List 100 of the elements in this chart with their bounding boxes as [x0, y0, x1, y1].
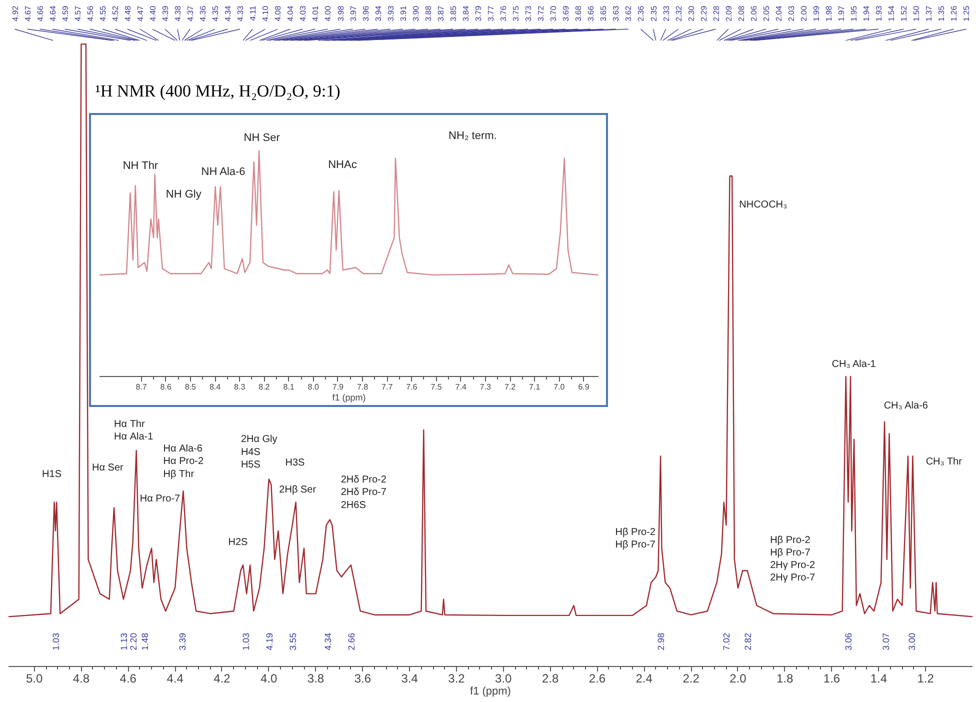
annotation: 4.36 — [198, 5, 208, 22]
annotation: 4.47 — [136, 5, 145, 22]
annotation: 2.00 — [799, 5, 808, 22]
annotation: 4.11 — [248, 5, 258, 21]
annotation: 4.40 — [148, 5, 158, 22]
x-tick-label: 7.8 — [356, 382, 369, 392]
annotation: 4.10 — [261, 5, 270, 22]
annotation: 3.87 — [436, 5, 446, 22]
x-tick-label: 4.0 — [260, 672, 278, 686]
annotation: 2.33 — [662, 5, 671, 22]
annotation: NHAc — [328, 159, 358, 172]
annotation: 4.48 — [123, 5, 132, 22]
annotation: 2.09 — [724, 5, 734, 22]
annotation: 2.28 — [712, 5, 721, 22]
x-axis-title: f1 (ppm) — [332, 392, 366, 402]
annotation: 4.52 — [110, 5, 120, 22]
annotation: 4.38 — [174, 5, 183, 22]
annotation: 2.03 — [786, 5, 796, 22]
annotation: H1S — [42, 468, 62, 480]
annotation: 1.26 — [950, 5, 959, 22]
annotation: 4.55 — [98, 5, 108, 22]
x-tick-label: 7.2 — [504, 382, 516, 392]
annotation: 1.54 — [887, 5, 896, 22]
annotation: NHCOCH₃ — [739, 199, 788, 210]
annotation: CH₃ Ala-6 — [884, 400, 928, 412]
x-tick-label: 4.2 — [214, 672, 231, 686]
x-tick-label: 3.2 — [448, 672, 466, 686]
annotation: 4.35 — [211, 5, 220, 22]
annotation: H2S — [228, 537, 248, 548]
annotation: 3.75 — [512, 5, 521, 22]
x-tick-label: 8.6 — [160, 382, 172, 392]
annotation: 3.72 — [536, 5, 546, 22]
annotation: 3.68 — [574, 5, 584, 22]
annotation: 3.76 — [499, 5, 508, 22]
annotation: 4.56 — [86, 5, 95, 22]
annotation: 1.03 — [50, 632, 61, 650]
x-tick-label: 4.6 — [120, 672, 137, 686]
annotation: Hα Ser — [92, 462, 124, 474]
annotation: 3.77 — [486, 5, 496, 22]
annotation: 1.94 — [862, 5, 872, 22]
x-tick-label: 8.3 — [234, 382, 246, 392]
x-tick-label: 1.4 — [870, 672, 888, 686]
annotation: 4.59 — [60, 5, 70, 22]
annotation: 1.35 — [937, 5, 946, 22]
annotation: 4.04 — [286, 5, 296, 22]
x-tick-label: 2.8 — [542, 672, 559, 686]
annotation: 3.39 — [178, 632, 188, 650]
annotation: NH Ala-6 — [201, 166, 246, 178]
x-tick-label: 6.9 — [578, 382, 590, 392]
annotation: Hα Pro-7 — [140, 494, 181, 505]
annotation: 1.52 — [900, 5, 909, 22]
annotation: 3.06 — [844, 632, 854, 650]
x-tick-label: 4.8 — [72, 672, 90, 686]
x-tick-label: 8.7 — [136, 382, 148, 392]
annotation: 1.13 — [118, 632, 129, 650]
annotation: 4.39 — [160, 5, 170, 22]
annotation: 7.02 — [722, 632, 732, 650]
annotation: NH Gly — [166, 188, 202, 200]
annotation: 4.34 — [322, 632, 333, 650]
x-tick-label: 2.4 — [636, 672, 653, 686]
x-tick-label: 3.6 — [354, 672, 372, 686]
annotation: 3.96 — [361, 5, 370, 22]
annotation: 3.85 — [448, 5, 458, 22]
annotation: 1.99 — [812, 5, 822, 22]
x-tick-label: 8.2 — [258, 382, 270, 392]
x-tick-label: 7.4 — [455, 382, 467, 392]
annotation: 3.62 — [624, 5, 634, 22]
annotation: 3.84 — [461, 5, 470, 22]
x-tick-label: 7.7 — [382, 382, 394, 392]
text: ¹H NMR (400 MHz, H₂O/D₂O, 9:1) — [95, 81, 340, 100]
annotation: 1.93 — [874, 5, 884, 22]
annotation: 4.66 — [36, 5, 45, 22]
annotation: 2.82 — [742, 632, 753, 650]
annotation: 1.25 — [962, 5, 972, 22]
annotation: NH Thr — [122, 160, 158, 172]
annotation: 3.91 — [398, 5, 408, 22]
annotation: 2.32 — [674, 5, 684, 22]
x-tick-label: 4.4 — [166, 672, 184, 686]
annotation: 4.37 — [186, 5, 196, 22]
annotation: 1.95 — [850, 5, 859, 22]
x-tick-label: 8.4 — [209, 382, 222, 392]
annotation: Hα Ala-6 Hα Pro-2 Hβ Thr — [163, 443, 204, 480]
annotation: 1.50 — [912, 5, 922, 22]
annotation: 2.30 — [686, 5, 696, 22]
annotation: 3.93 — [386, 5, 396, 22]
annotation: 4.64 — [48, 5, 58, 22]
annotation: 2.05 — [762, 5, 771, 22]
x-tick-label: 5.0 — [26, 672, 43, 686]
annotation: CH₃ Ala-1 — [832, 359, 876, 370]
annotation: 4.34 — [224, 5, 233, 22]
annotation: 1.97 — [837, 5, 846, 22]
x-tick-label: 2.6 — [588, 672, 606, 686]
annotation: 1.48 — [140, 632, 150, 650]
annotation: 2.04 — [774, 5, 784, 22]
annotation: 2.36 — [636, 5, 646, 22]
annotation: 4.57 — [73, 5, 82, 22]
annotation: 2Hβ Ser — [279, 484, 317, 496]
annotation: 3.66 — [586, 5, 596, 22]
annotation: 3.55 — [288, 632, 298, 650]
annotation: 2.06 — [749, 5, 758, 22]
